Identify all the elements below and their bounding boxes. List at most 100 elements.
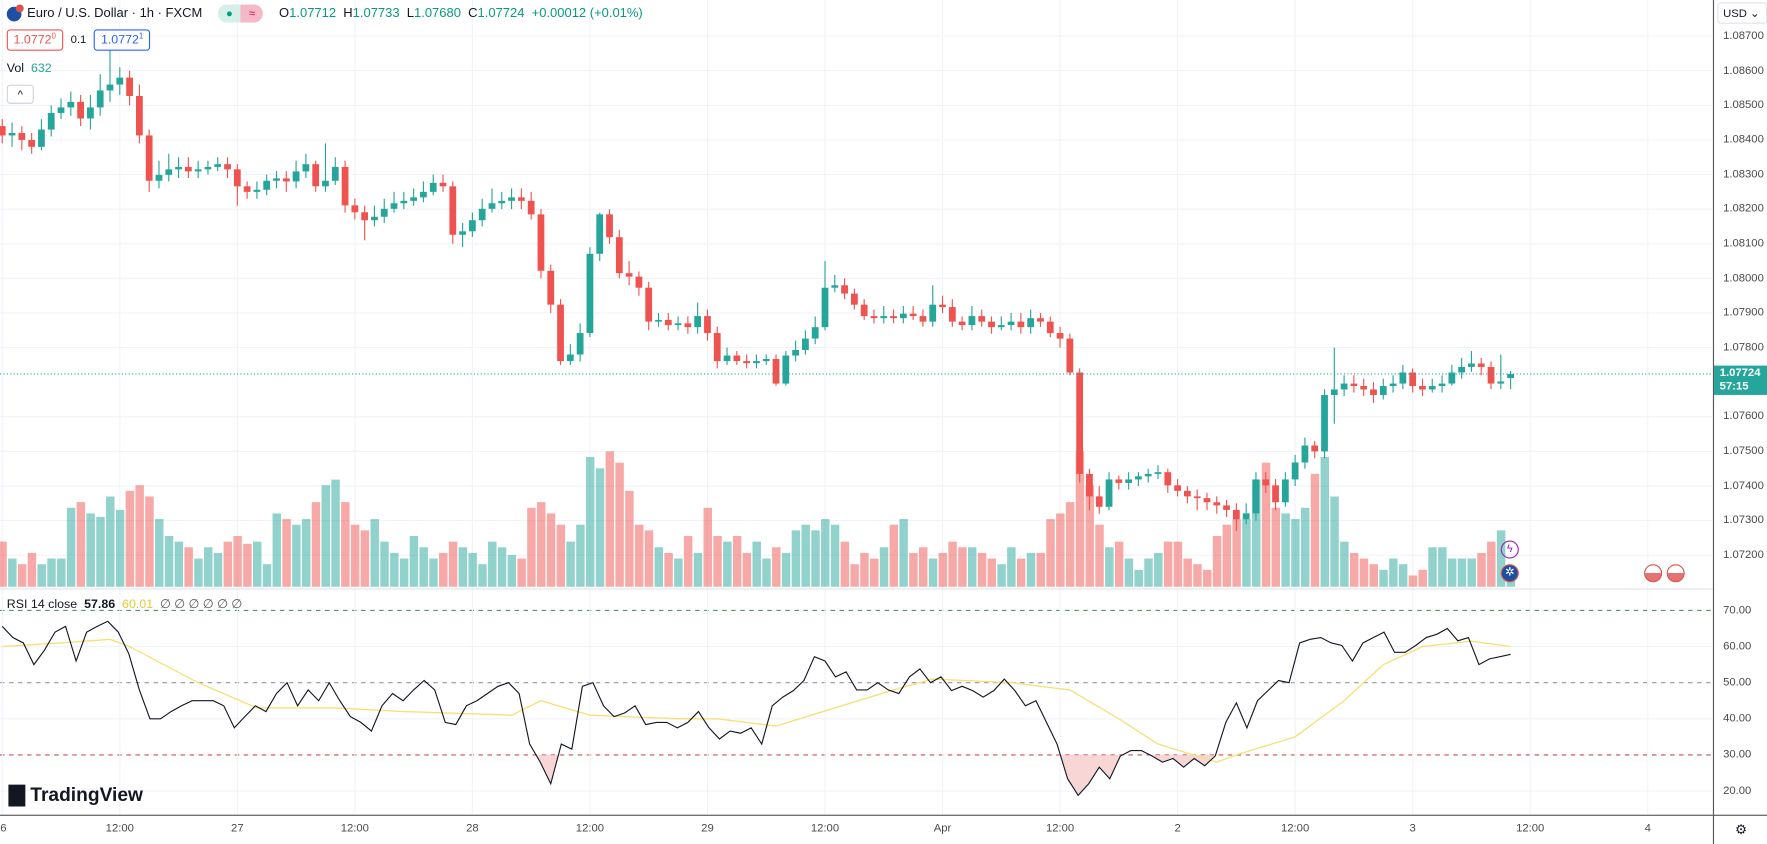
candle <box>478 208 486 221</box>
volume-bar <box>1095 524 1104 587</box>
candle <box>1066 338 1074 373</box>
volume-bar <box>683 535 693 587</box>
volume-bar <box>1232 519 1241 587</box>
volume-bar <box>1075 451 1085 587</box>
eu-event-icon[interactable]: ✲ <box>1500 564 1519 583</box>
volume-bar <box>370 519 379 587</box>
volume-bar <box>1183 558 1192 587</box>
symbol-title[interactable]: Euro / U.S. Dollar · 1h · FXCM <box>27 6 203 21</box>
ohlc-values: O1.07712 H1.07733 L1.07680 C1.07724 +0.0… <box>279 6 643 21</box>
candle <box>1301 445 1309 463</box>
candle <box>292 171 300 182</box>
volume-bar <box>301 519 311 587</box>
current-price-label: 1.07724 57:15 <box>1714 365 1767 396</box>
candle <box>596 214 604 254</box>
sell-button[interactable]: 1.07720 <box>6 29 63 51</box>
volume-bar <box>1389 558 1398 587</box>
rsi-legend[interactable]: RSI 14 close 57.86 60.01 ∅ ∅ ∅ ∅ ∅ ∅ <box>6 598 243 612</box>
candle <box>743 361 751 364</box>
rsi-oversold-fill <box>2 754 1511 796</box>
volume-bar <box>1369 564 1379 587</box>
volume-bar <box>1271 507 1281 587</box>
price-axis[interactable]: USD ⌄ 1.07724 57:15 1.08700 1.08600 1.08500… <box>1712 0 1767 815</box>
volume-legend[interactable]: Vol 632 <box>6 62 52 76</box>
volume-bar <box>801 524 810 587</box>
volume-bar <box>174 541 184 587</box>
volume-bar <box>125 490 135 587</box>
volume-bar <box>1203 569 1212 587</box>
candle <box>1076 372 1084 474</box>
candle <box>371 216 378 221</box>
volume-bar <box>752 541 761 587</box>
volume-bar <box>1300 507 1310 587</box>
volume-bar <box>674 558 683 587</box>
volume-bar <box>1222 524 1232 587</box>
volume-bar <box>390 552 399 587</box>
buy-button[interactable]: 1.07721 <box>94 29 151 51</box>
trade-buttons: 1.07720 0.1 1.07721 <box>6 29 151 51</box>
candle <box>47 112 55 130</box>
chart-canvas[interactable] <box>0 0 1713 815</box>
currency-dropdown[interactable]: USD ⌄ <box>1717 2 1767 24</box>
time-tick-label: 27 <box>231 822 244 836</box>
candle <box>1184 490 1191 497</box>
price-tick-label: 1.07500 <box>1723 445 1764 458</box>
candle <box>1281 479 1289 503</box>
volume-bar <box>585 457 595 587</box>
volume-bar <box>899 519 908 587</box>
volume-bar <box>1349 552 1359 587</box>
candle <box>449 186 457 235</box>
candle <box>1105 479 1113 507</box>
tradingview-logo[interactable]: ▇ TradingView <box>9 783 143 806</box>
candle <box>243 186 251 192</box>
us-event-icon[interactable] <box>1666 564 1685 583</box>
candle <box>606 214 613 238</box>
volume-bar <box>262 564 272 587</box>
volume-bar <box>556 524 566 587</box>
candle <box>899 313 907 319</box>
volume-bar <box>546 513 556 587</box>
volume-bar <box>791 530 801 587</box>
candle <box>145 135 153 181</box>
candle <box>674 323 682 326</box>
volume-value: 632 <box>30 62 52 76</box>
volume-bar <box>57 558 66 587</box>
volume-bar <box>576 524 585 587</box>
candle <box>880 316 888 319</box>
time-tick-label: 12:00 <box>575 822 605 836</box>
volume-bar <box>840 541 850 587</box>
candle <box>380 208 388 217</box>
price-tick-label: 1.08700 <box>1723 29 1764 43</box>
candle <box>1340 383 1348 390</box>
volume-bar <box>625 490 634 587</box>
candle <box>38 129 45 147</box>
price-tick-label: 1.08100 <box>1723 237 1764 250</box>
high-value: 1.07733 <box>352 6 400 21</box>
volume-bar <box>517 558 526 587</box>
volume-bar <box>1114 541 1124 587</box>
volume-bar <box>1212 535 1222 587</box>
volume-bar <box>409 535 419 587</box>
candle <box>410 197 418 201</box>
candle <box>772 359 780 384</box>
us-event-icon[interactable] <box>1644 564 1663 583</box>
settings-gear-icon[interactable]: ⚙ <box>1712 814 1767 844</box>
candle <box>909 313 917 317</box>
candle <box>135 95 143 136</box>
candle <box>1291 462 1299 480</box>
candle <box>1311 445 1319 452</box>
collapse-legend-button[interactable]: ^ <box>6 84 34 104</box>
market-status[interactable]: ● ≈ <box>218 4 264 23</box>
volume-bar <box>1105 547 1114 587</box>
volume-bar <box>1408 575 1418 587</box>
candle <box>713 333 721 362</box>
candle <box>96 90 104 108</box>
volume-bar <box>419 547 428 587</box>
volume-bar <box>96 516 105 587</box>
lightning-event-icon[interactable]: ϟ <box>1500 540 1519 559</box>
volume-bar <box>311 502 321 587</box>
change-value: +0.00012 (+0.01%) <box>531 6 643 21</box>
volume-bar <box>1252 479 1261 587</box>
time-axis[interactable]: 6 12:00 27 12:00 28 12:00 29 12:00 Apr 12:00 2 12:0… <box>0 814 1713 844</box>
volume-bar <box>8 558 17 587</box>
